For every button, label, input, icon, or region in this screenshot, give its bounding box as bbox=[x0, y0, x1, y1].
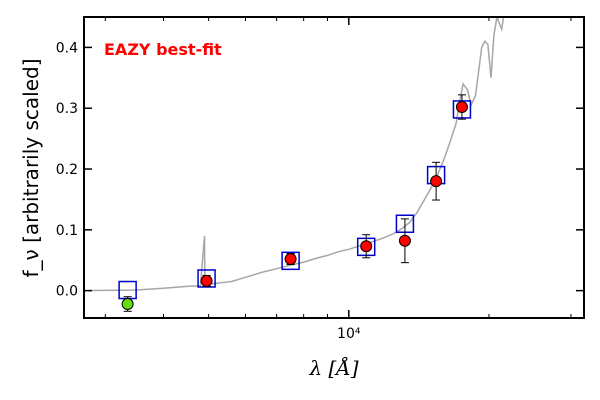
plot-frame bbox=[83, 16, 585, 319]
observed-point bbox=[200, 274, 213, 287]
observed-point bbox=[455, 100, 468, 113]
x-axis-label: λ [Å] bbox=[308, 355, 358, 380]
y-tick-label: 0.1 bbox=[56, 223, 78, 239]
y-tick-label: 0.2 bbox=[56, 162, 78, 178]
model-spectrum-line bbox=[84, 17, 505, 292]
model-photometry-square bbox=[197, 269, 216, 288]
axis-ticks: 0.0 0.1 0.2 0.3 0.4 10⁴ bbox=[56, 17, 584, 342]
y-tick-label: 0.3 bbox=[56, 101, 78, 117]
observed-point bbox=[284, 253, 297, 266]
observed-point bbox=[398, 234, 411, 247]
observed-point bbox=[430, 175, 443, 188]
y-tick-label: 0.4 bbox=[56, 40, 78, 56]
observed-point bbox=[360, 240, 373, 253]
model-photometry-square bbox=[281, 251, 300, 271]
y-axis-label: f_ν [arbitrarily scaled] bbox=[19, 59, 43, 278]
x-tick-label: 10⁴ bbox=[337, 326, 361, 342]
annotation-label: EAZY best-fit bbox=[104, 40, 222, 59]
plot-marks bbox=[84, 17, 505, 312]
y-tick-label: 0.0 bbox=[56, 284, 78, 300]
upper-limit-point bbox=[121, 298, 134, 311]
